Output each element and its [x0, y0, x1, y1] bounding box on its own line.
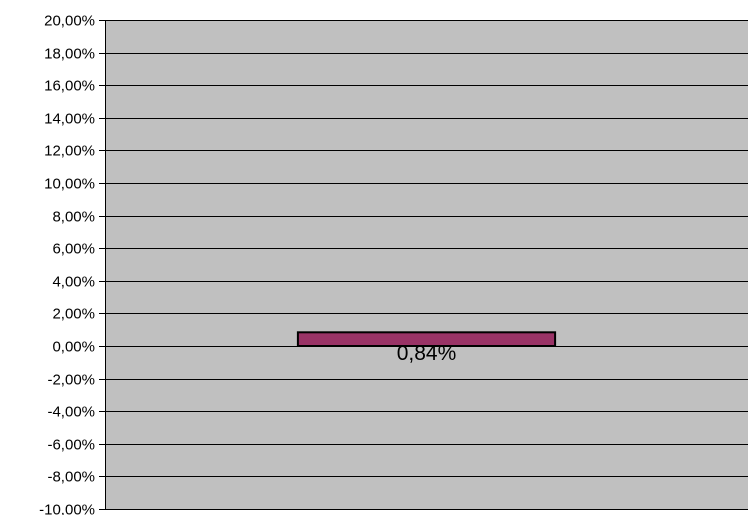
y-tick-label: -4,00%	[47, 404, 95, 421]
y-tick-label: 4,00%	[52, 274, 95, 291]
y-tick-label: 2,00%	[52, 306, 95, 323]
y-tick-label: -10,00%	[39, 502, 95, 515]
bar-data-label: 0,84%	[397, 342, 457, 365]
y-tick-label: 16,00%	[44, 78, 95, 95]
y-axis	[99, 20, 106, 510]
data-labels: 0,84%	[397, 342, 457, 365]
y-tick-label: 12,00%	[44, 143, 95, 160]
y-tick-label: 18,00%	[44, 46, 95, 63]
y-tick-label: 6,00%	[52, 241, 95, 258]
y-tick-label: -6,00%	[47, 437, 95, 454]
plot-area	[105, 20, 748, 509]
gridlines	[105, 20, 748, 510]
y-tick-label: 8,00%	[52, 209, 95, 226]
y-tick-label: -2,00%	[47, 372, 95, 389]
y-tick-label: 20,00%	[44, 13, 95, 30]
y-tick-label: -8,00%	[47, 469, 95, 486]
bar	[296, 331, 557, 348]
bars	[296, 331, 557, 348]
y-tick-label: 10,00%	[44, 176, 95, 193]
y-tick-labels: 20,00% 18,00% 16,00% 14,00% 12,00% 10,00% 8,00…	[39, 13, 95, 515]
y-tick-label: 14,00%	[44, 111, 95, 128]
y-tick-label: 0,00%	[52, 339, 95, 356]
